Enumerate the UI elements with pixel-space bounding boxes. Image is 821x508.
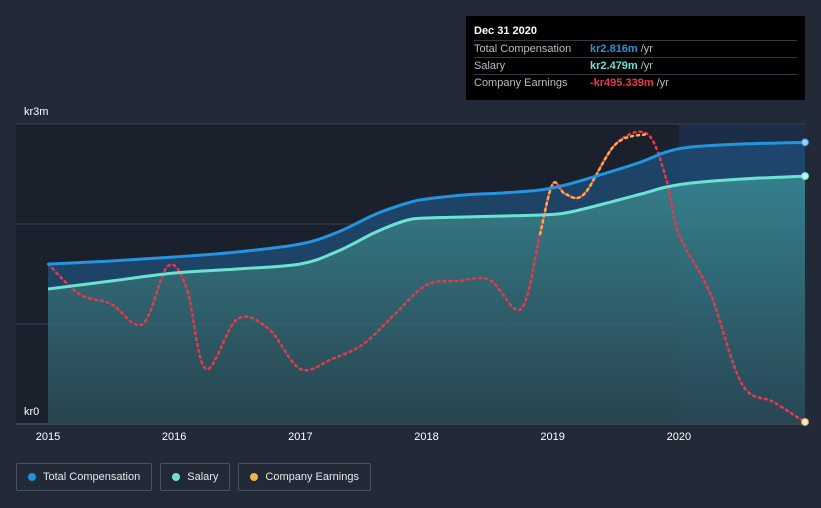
salary-end-point <box>801 172 809 181</box>
salary-area <box>48 176 805 424</box>
legend-item-total-compensation[interactable]: Total Compensation <box>16 463 153 491</box>
legend-dot-icon <box>250 473 259 481</box>
tooltip-value: -kr495.339m <box>590 77 654 89</box>
tooltip-label: Company Earnings <box>474 77 568 89</box>
x-tick-label: 2019 <box>540 431 565 443</box>
company-earnings-line <box>46 130 807 424</box>
legend-label: Company Earnings <box>265 471 359 483</box>
legend-dot-icon <box>172 473 181 481</box>
company-earnings-positive-line <box>538 132 649 236</box>
legend-dot-icon <box>28 473 36 481</box>
legend-item-salary[interactable]: Salary <box>160 463 231 491</box>
tooltip-unit: /yr <box>640 60 653 72</box>
tooltip-row: Total Compensation kr2.816m /yr <box>474 40 797 57</box>
tooltip-label: Total Compensation <box>474 43 572 55</box>
tooltip: Dec 31 2020 Total Compensation kr2.816m … <box>466 16 805 100</box>
legend-item-company-earnings[interactable]: Company Earnings <box>238 463 371 491</box>
tooltip-label: Salary <box>474 60 506 72</box>
total-compensation-line <box>47 140 806 266</box>
x-tick-label: 2017 <box>288 431 313 443</box>
tooltip-unit: /yr <box>656 77 669 89</box>
total-compensation-end-point <box>801 138 809 147</box>
company-earnings-end-point <box>801 418 809 426</box>
tooltip-row: Company Earnings -kr495.339m /yr <box>474 74 797 91</box>
legend-label: Total Compensation <box>43 471 141 483</box>
x-tick-label: 2018 <box>414 431 439 443</box>
x-tick-label: 2015 <box>35 431 61 443</box>
y-tick-top: kr3m <box>24 106 49 118</box>
tooltip-value: kr2.816m <box>590 43 638 55</box>
salary-line <box>47 174 806 291</box>
tooltip-unit: /yr <box>640 43 653 55</box>
tooltip-value: kr2.479m <box>590 60 638 72</box>
legend: Total Compensation Salary Company Earnin… <box>16 463 371 491</box>
x-tick-label: 2016 <box>161 431 187 443</box>
x-tick-label: 2020 <box>666 431 692 443</box>
tooltip-row: Salary kr2.479m /yr <box>474 57 797 74</box>
legend-label: Salary <box>187 471 219 483</box>
tooltip-date: Dec 31 2020 <box>474 25 537 37</box>
y-tick-bottom: kr0 <box>24 406 40 418</box>
